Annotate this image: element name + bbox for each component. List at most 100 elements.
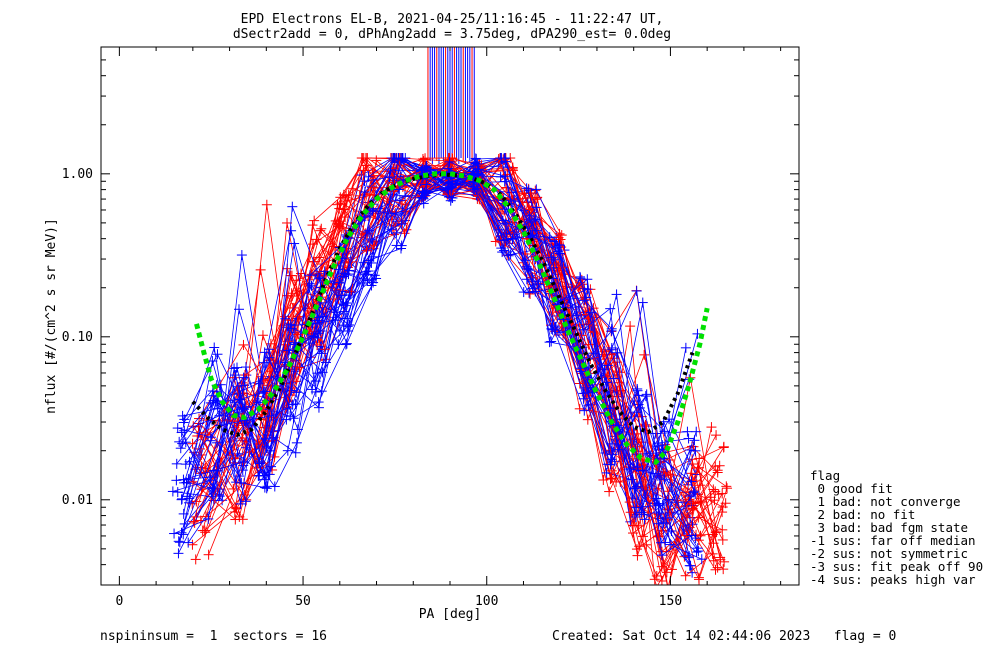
data-point [313, 397, 324, 408]
series-line [198, 157, 721, 558]
data-point [606, 465, 617, 476]
data-point [490, 236, 501, 247]
data-point [707, 548, 718, 559]
data-point [259, 347, 270, 358]
data-point [523, 264, 534, 275]
data-point [207, 356, 218, 367]
flag-legend-title: flag [810, 468, 840, 483]
data-point [531, 225, 542, 236]
data-point [239, 369, 250, 380]
data-point [419, 187, 430, 198]
y-tick-label: 0.01 [62, 493, 93, 508]
data-point [658, 517, 669, 528]
flag-legend-line: 3 bad: bad fgm state [810, 520, 968, 535]
saturation-spikes [427, 47, 475, 164]
data-point [505, 249, 516, 260]
data-point [292, 311, 303, 322]
data-point [687, 459, 698, 470]
data-point [665, 539, 676, 550]
data-point [469, 177, 480, 188]
data-point [371, 155, 382, 166]
data-point [607, 438, 618, 449]
data-point [471, 154, 482, 165]
data-point [259, 357, 270, 368]
data-point [693, 572, 704, 583]
data-point [712, 465, 723, 476]
data-point [444, 156, 455, 167]
data-point [525, 288, 536, 299]
data-point [533, 279, 544, 290]
data-point [420, 153, 431, 164]
data-point [358, 165, 369, 176]
data-point [637, 297, 648, 308]
data-point [356, 153, 367, 164]
data-point [192, 430, 203, 441]
data-point [659, 474, 670, 485]
data-point [656, 550, 667, 561]
data-point [319, 266, 330, 277]
data-point [217, 495, 228, 506]
data-point [661, 567, 672, 578]
data-point [546, 323, 557, 334]
data-point [172, 423, 183, 434]
data-point [639, 349, 650, 360]
data-point [692, 543, 703, 554]
y-tick-label: 0.10 [62, 330, 93, 345]
data-point [314, 252, 325, 263]
data-point [167, 486, 178, 497]
flag-legend-line: 1 bad: not converge [810, 494, 961, 509]
flag-legend-line: -4 sus: peaks high var [810, 572, 976, 587]
data-point [366, 234, 377, 245]
data-point [690, 533, 701, 544]
data-point [665, 469, 676, 480]
data-point [625, 507, 636, 518]
data-point [612, 347, 623, 358]
series-line [173, 157, 697, 534]
data-point [205, 435, 216, 446]
data-point [588, 303, 599, 314]
data-point [637, 531, 648, 542]
data-point [611, 476, 622, 487]
series-line [182, 157, 692, 487]
flag-legend: flag 0 good fit 1 bad: not converge 2 ba… [810, 468, 983, 587]
data-point [240, 496, 251, 507]
data-point [495, 171, 506, 182]
data-point [283, 320, 294, 331]
series-line [186, 157, 687, 556]
data-point [689, 486, 700, 497]
x-axis-label: PA [deg] [419, 607, 482, 622]
x-axis-ticks: 0 50 100 150 [115, 47, 782, 609]
data-point [288, 413, 299, 424]
data-point [500, 171, 511, 182]
data-point [585, 307, 596, 318]
data-point [307, 220, 318, 231]
data-point [468, 181, 479, 192]
data-point [290, 398, 301, 409]
data-point [606, 342, 617, 353]
data-point [598, 475, 609, 486]
x-tick-label: 0 [115, 594, 123, 609]
y-tick-label: 1.00 [62, 167, 93, 182]
data-point [691, 547, 702, 558]
data-point [232, 362, 243, 373]
data-point [631, 285, 642, 296]
data-point [641, 389, 652, 400]
data-point [686, 476, 697, 487]
data-point [259, 386, 270, 397]
data-point [177, 410, 188, 421]
data-point [632, 383, 643, 394]
data-point [710, 564, 721, 575]
data-point [187, 438, 198, 449]
data-point [712, 562, 723, 573]
data-point [178, 508, 189, 519]
data-point [418, 198, 429, 209]
data-point [366, 274, 377, 285]
fit-layer [191, 171, 710, 466]
data-point [531, 184, 542, 195]
data-point [309, 215, 320, 226]
footer-right: Created: Sat Oct 14 02:44:06 2023 flag =… [552, 629, 896, 644]
data-point [446, 192, 457, 203]
footer-left: nspininsum = 1 sectors = 16 [100, 629, 327, 644]
series-line [183, 169, 696, 525]
data-point [364, 225, 375, 236]
